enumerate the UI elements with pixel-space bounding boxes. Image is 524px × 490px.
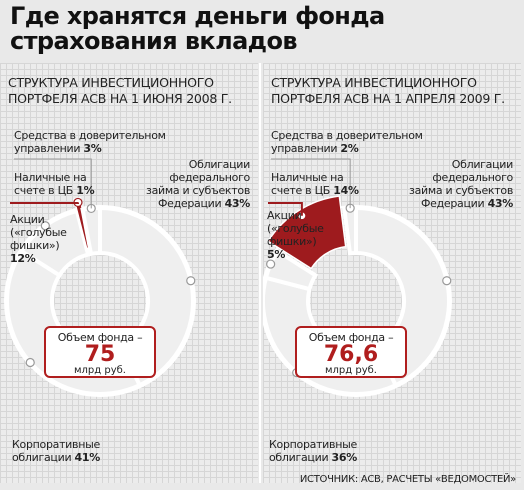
leader-dot bbox=[266, 259, 276, 269]
label-federal-bonds: Облигации федерального займа и субъектов… bbox=[409, 158, 513, 210]
chart-panel-2008: СТРУКТУРА ИНВЕСТИЦИОННОГО ПОРТФЕЛЯ АСВ Н… bbox=[0, 63, 258, 483]
donut-chart-2009 bbox=[263, 158, 452, 397]
chart-panel-2009: СТРУКТУРА ИНВЕСТИЦИОННОГО ПОРТФЕЛЯ АСВ Н… bbox=[263, 63, 521, 483]
label-trust-management: Средства в доверительном управлении 3% bbox=[14, 129, 166, 155]
fund-volume-unit: млрд руб. bbox=[325, 365, 377, 376]
value-federal-bonds: 43% bbox=[487, 197, 514, 210]
value-federal-bonds: 43% bbox=[224, 197, 251, 210]
label-corporate-bonds: Корпоративные облигации 36% bbox=[269, 438, 357, 464]
value-cash-cbr: 1% bbox=[76, 184, 95, 197]
fund-volume-value: 75 bbox=[84, 342, 116, 367]
label-corporate-bonds: Корпоративные облигации 41% bbox=[12, 438, 100, 464]
value-shares: 12% bbox=[10, 252, 36, 265]
value-corporate-bonds: 41% bbox=[74, 451, 101, 464]
fund-volume-label: Объем фонда – bbox=[308, 331, 394, 344]
label-shares: Акции («голубые фишки») 5% bbox=[267, 209, 324, 261]
leader-dot bbox=[442, 276, 452, 286]
leader-dot bbox=[40, 221, 50, 231]
label-trust-management: Средства в доверительном управлении 2% bbox=[271, 129, 423, 155]
donut-chart-2008 bbox=[4, 158, 196, 397]
value-corporate-bonds: 36% bbox=[331, 451, 358, 464]
leader-line-trust bbox=[271, 158, 351, 209]
label-cash-cbr: Наличные на счете в ЦБ 1% bbox=[14, 171, 95, 197]
fund-volume-box: Объем фонда – 75 млрд руб. bbox=[44, 326, 156, 378]
slice-federal-bonds bbox=[354, 205, 451, 388]
label-cash-cbr: Наличные на счете в ЦБ 14% bbox=[271, 171, 359, 197]
value-trust-management: 2% bbox=[340, 142, 359, 155]
panel-divider bbox=[259, 63, 261, 483]
leader-line-cash bbox=[10, 202, 79, 204]
slice-shares bbox=[263, 248, 319, 292]
label-federal-bonds: Облигации федерального займа и субъектов… bbox=[146, 158, 250, 210]
value-cash-cbr: 14% bbox=[333, 184, 359, 197]
panel-title: СТРУКТУРА ИНВЕСТИЦИОННОГО ПОРТФЕЛЯ АСВ Н… bbox=[8, 75, 232, 106]
fund-volume-label: Объем фонда – bbox=[57, 331, 143, 344]
fund-volume-box: Объем фонда – 76,6 млрд руб. bbox=[295, 326, 407, 378]
value-shares: 5% bbox=[267, 248, 286, 261]
label-shares: Акции («голубые фишки») 12% bbox=[10, 213, 67, 265]
fund-volume-value: 76,6 bbox=[323, 342, 379, 367]
leader-dot bbox=[25, 357, 35, 368]
leader-dot bbox=[186, 276, 196, 286]
source-note: ИСТОЧНИК: АСВ, РАСЧЕТЫ «ВЕДОМОСТЕЙ» bbox=[299, 474, 516, 485]
leader-line-cash bbox=[268, 202, 303, 216]
chart-title: Где хранятся деньги фонда страхования вк… bbox=[10, 2, 385, 55]
leader-line-trust bbox=[14, 158, 92, 209]
panel-title: СТРУКТУРА ИНВЕСТИЦИОННОГО ПОРТФЕЛЯ АСВ Н… bbox=[271, 75, 505, 106]
value-trust-management: 3% bbox=[83, 142, 102, 155]
slice-federal-bonds bbox=[98, 205, 195, 388]
fund-volume-unit: млрд руб. bbox=[74, 365, 126, 376]
slice-cash-cbr bbox=[267, 195, 347, 270]
